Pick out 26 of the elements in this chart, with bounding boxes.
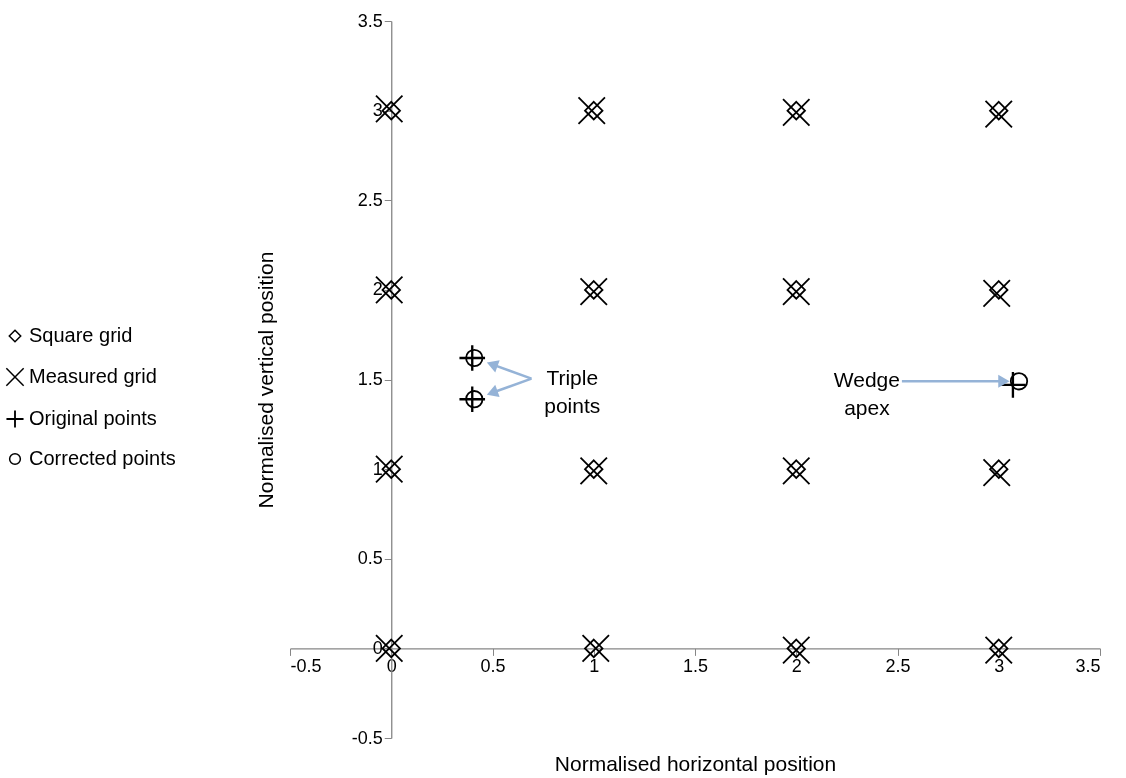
x-tick-label: -0.5 [290, 655, 322, 676]
x-tick-label: 1.5 [682, 655, 709, 676]
x-tick-label: 3.5 [1075, 655, 1101, 676]
legend-label: Corrected points [29, 447, 176, 469]
x-axis-title: Normalised horizontal position [554, 751, 837, 775]
y-tick-label: 3 [372, 100, 383, 121]
x-tick-label: 0 [386, 655, 397, 676]
y-tick-label: -0.5 [351, 727, 383, 748]
legend-label: Original points [29, 407, 157, 429]
y-tick-label: 1 [372, 458, 383, 479]
y-axis-title: Normalised vertical position [253, 251, 277, 509]
x-tick-label: 1 [589, 655, 600, 676]
y-tick-label: 3.5 [357, 10, 383, 31]
y-tick-label: 1.5 [357, 369, 383, 389]
y-tick-label: 0.5 [357, 548, 383, 569]
legend-label: Measured grid [29, 365, 157, 387]
annotation: Triple points [544, 365, 601, 417]
x-tick-label: 2.5 [885, 655, 911, 676]
legend-label: Square grid [29, 324, 133, 346]
y-tick-label: 2.5 [357, 189, 383, 210]
y-tick-label: 2 [372, 279, 383, 300]
x-tick-label: 2 [791, 655, 802, 676]
y-tick-label: 0 [372, 637, 383, 658]
x-tick-label: 0.5 [480, 655, 506, 676]
annotation: Wedge apex [833, 368, 900, 420]
x-tick-label: 3 [994, 655, 1005, 676]
